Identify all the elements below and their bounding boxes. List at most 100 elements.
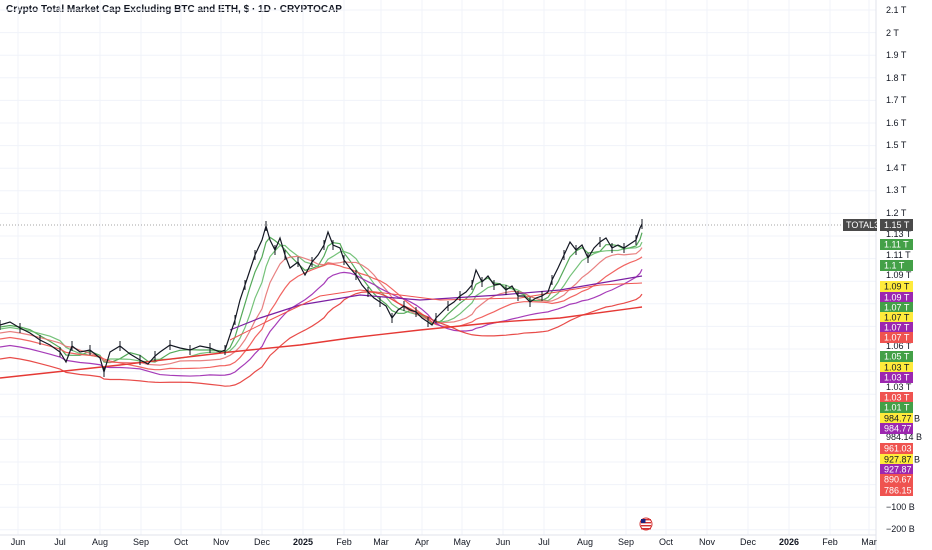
time-tick-label: Apr [415,537,429,547]
ma-red-fast [0,247,643,366]
time-tick-label: Oct [659,537,674,547]
price-tick-label: 1.9 T [886,50,907,60]
indicator-badge-label: 1.07 T [884,323,910,333]
time-tick-label: Jul [538,537,550,547]
indicator-badge-label: 1.05 T [884,352,910,362]
indicator-badge-label: 786.15 B [884,486,920,496]
time-tick-label: Sep [133,537,149,547]
price-tick-label: 1.5 T [886,140,907,150]
indicator-badge [880,302,913,313]
indicator-badge [880,402,913,413]
time-tick-label: Aug [92,537,108,547]
flag-stripe [641,528,651,530]
time-tick-label: Jun [496,537,511,547]
price-tick-label: 1.2 T [886,208,907,218]
last-price-label: 1.15 T [884,220,910,230]
time-tick-label: Jul [54,537,66,547]
chart-grid [0,0,876,535]
time-tick-label: Oct [174,537,189,547]
time-tick-label: Sep [618,537,634,547]
time-tick-label: Dec [254,537,271,547]
indicator-badge [880,322,913,333]
indicator-badge [880,351,913,362]
time-tick-label: Nov [699,537,716,547]
indicator-badge-label: 1.07 T [884,303,910,313]
flag-stripe [641,519,651,521]
time-tick-label: Mar [373,537,389,547]
indicator-badge [880,392,913,403]
us-flag-icon[interactable] [639,517,653,531]
indicator-badge [880,443,913,454]
candle-series [0,219,643,377]
indicator-badge [880,312,913,323]
indicator-badge-label: 1.03 T [884,363,910,373]
price-tick-label: 1.3 T [886,185,907,195]
indicator-badge [880,372,913,383]
price-badges: TOTAL3 1.15 T1.11 T1.1 T1.09 T1.09 T1.07 … [843,219,920,496]
ma-red-longterm [0,306,643,379]
indicator-badge [880,423,913,434]
time-tick-label: Mar [861,537,877,547]
price-tick-label: −100 B [886,502,915,512]
price-tick-label: 1.06 T [886,341,912,351]
price-tick-label: 2 T [886,28,899,38]
price-tick-label: 1.7 T [886,95,907,105]
time-tick-label: May [453,537,471,547]
ma-purple-longterm [229,275,643,331]
symbol-tag-label: TOTAL3 [846,220,879,230]
indicator-badge-label: 984.77 B [884,414,920,424]
indicator-badge [880,362,913,373]
last-price-badge [880,219,913,231]
time-tick-label: Jun [11,537,26,547]
price-tick-label: 1.13 T [886,229,912,239]
time-tick-label: Feb [336,537,352,547]
flag-stripe [641,522,651,524]
indicator-badge [880,485,913,496]
symbol-tag [843,219,877,231]
ma-red-slow [0,291,643,387]
price-tick-label: 1.6 T [886,118,907,128]
indicator-badge-label: 984.77 B [884,424,920,434]
indicator-badge [880,413,913,424]
time-tick-label: Aug [577,537,593,547]
time-axis: Jun Jul Aug Sep Oct Nov Dec 2025 Feb Mar Apr May Jun… [0,534,877,547]
price-tick-label: 984.14 B [886,432,922,442]
ma-red-longterm-2 [229,282,643,341]
time-tick-label: Nov [213,537,230,547]
indicator-badge-label: 1.1 T [884,261,905,271]
price-tick-label: 1.4 T [886,163,907,173]
ma-red-mid [0,256,643,371]
indicator-badge-label: 961.03 B [884,444,920,454]
indicator-badge-label: 1.11 T [884,240,909,250]
ma-purple [0,268,643,377]
indicator-badge-label: 1.09 T [884,282,910,292]
indicator-badge [880,332,913,343]
indicator-badge-label: 927.87 B [884,465,920,475]
flag-canton [641,519,646,523]
price-tick-label: 1.09 T [886,270,912,280]
indicator-badge [880,292,913,303]
price-tick-label: 1.03 T [886,382,912,392]
indicator-badge-label: 1.03 T [884,393,910,403]
indicator-badge-label: 1.07 T [884,313,910,323]
time-tick-label: Dec [740,537,757,547]
indicator-badge-label: 1.01 T [884,403,910,413]
price-tick-label: 1.11 T [886,250,911,260]
indicator-badge [880,260,913,271]
time-tick-label: 2026 [779,537,799,547]
indicator-badge [880,464,913,475]
indicator-badge [880,239,913,250]
time-tick-label: 2025 [293,537,313,547]
indicator-badge [880,281,913,292]
moving-average-lines [0,232,643,387]
indicator-badge-label: 1.07 T [884,333,910,343]
time-tick-label: Feb [822,537,838,547]
ma-green-fast [0,232,643,364]
price-tick-label: 2.1 T [886,5,907,15]
indicator-badge-label: 927.87 B [884,455,920,465]
indicator-badge-label: 1.03 T [884,373,910,383]
indicator-badge-label: 890.67 B [884,475,920,485]
indicator-badge [880,454,913,465]
price-axis: 2.1 T 2 T 1.9 T 1.8 T 1.7 T 1.6 T 1.5 T 1.4 T 1.… [875,0,922,550]
